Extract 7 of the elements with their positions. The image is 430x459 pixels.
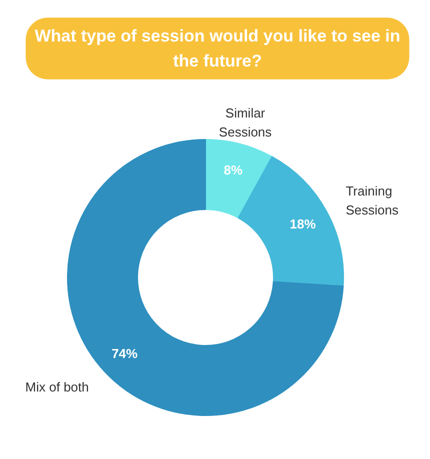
- chart-title: What type of session would you like to see in the future?: [34, 26, 400, 70]
- slice-label: Training Sessions: [346, 184, 399, 218]
- data-label: 8%: [224, 162, 243, 178]
- slice-label: Mix of both: [25, 380, 89, 395]
- data-label: 18%: [290, 216, 316, 232]
- data-label: 74%: [112, 346, 138, 361]
- slice-label: Similar Sessions: [218, 106, 272, 140]
